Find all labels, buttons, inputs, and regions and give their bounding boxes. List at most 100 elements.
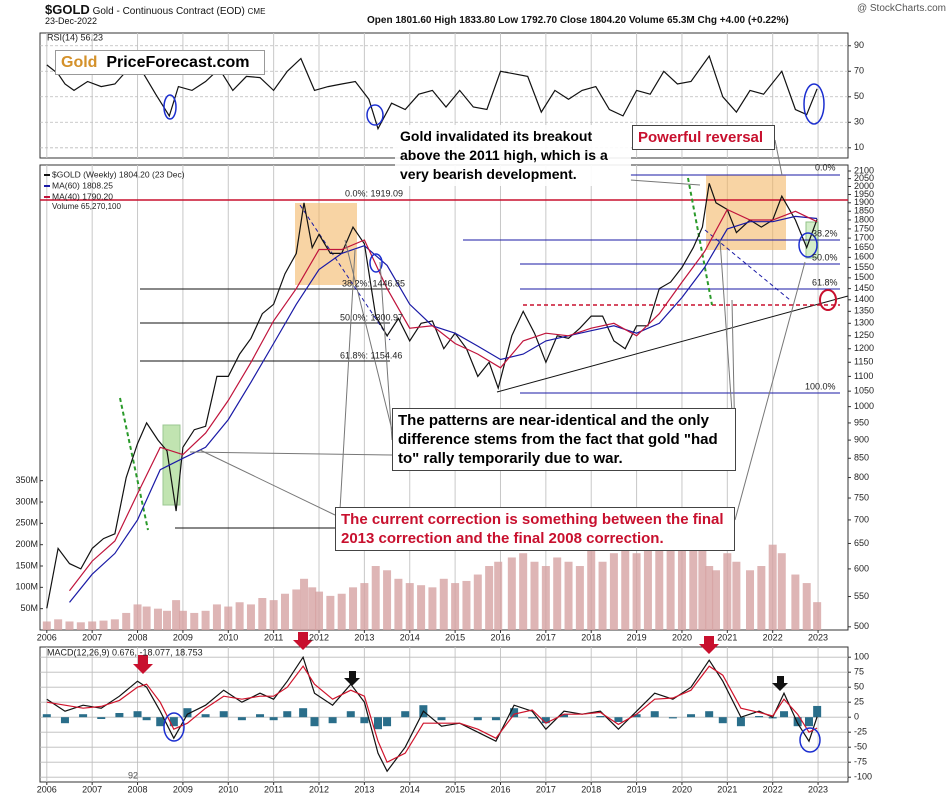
fib-label: 50.0%	[812, 252, 838, 262]
x-tick-label: 2008	[128, 632, 148, 642]
histogram-bar	[491, 717, 500, 721]
volume-tick-label: 350M	[15, 475, 38, 485]
volume-bar	[689, 540, 698, 630]
volume-bar	[813, 602, 822, 630]
volume-bar	[621, 544, 630, 630]
volume-bar	[65, 621, 74, 630]
x-tick-label: 2009	[173, 784, 193, 794]
volume-bar	[163, 610, 172, 630]
y-tick-label: 2000	[854, 181, 874, 191]
histogram-bar	[97, 717, 106, 719]
fib-label: 61.8%	[812, 277, 838, 287]
x-tick-label: 2010	[218, 632, 238, 642]
volume-bar	[564, 561, 573, 630]
volume-bar	[791, 574, 800, 630]
histogram-bar	[437, 717, 446, 721]
histogram-bar	[133, 711, 142, 718]
histogram-bar	[237, 717, 246, 721]
histogram-bar	[383, 717, 392, 727]
volume-bar	[417, 585, 426, 630]
x-tick-label: 2011	[264, 784, 283, 794]
volume-tick-label: 300M	[15, 496, 38, 506]
volume-bar	[76, 622, 85, 630]
y-tick-label: 90	[854, 40, 864, 50]
circle	[369, 253, 383, 273]
series-line	[46, 183, 818, 609]
pattern-2011	[295, 203, 357, 285]
callout	[344, 239, 393, 431]
volume-bar	[88, 621, 97, 630]
volume-bar	[777, 553, 786, 630]
x-tick-label: 2015	[445, 632, 465, 642]
volume-bar	[598, 561, 607, 630]
y-tick-label: 1050	[854, 386, 874, 396]
y-tick-label: 600	[854, 563, 869, 573]
callout	[734, 261, 806, 521]
y-tick-label: 1750	[854, 223, 874, 233]
dashed-line	[299, 204, 391, 341]
dashed-line	[704, 229, 791, 301]
y-tick-label: 100	[854, 652, 869, 662]
histogram-bar	[219, 711, 228, 718]
volume-bar	[711, 570, 720, 630]
annotation: Gold invalidated its breakout above the …	[395, 125, 631, 186]
histogram-bar	[201, 714, 210, 718]
circle	[366, 104, 384, 126]
histogram-bar	[283, 711, 292, 718]
volume-bar	[246, 604, 255, 630]
volume-bar	[280, 593, 289, 630]
histogram-bar	[813, 705, 822, 718]
volume-bar	[315, 591, 324, 630]
volume-bar	[575, 566, 584, 630]
y-tick-label: 1800	[854, 214, 874, 224]
volume-bar	[462, 580, 471, 630]
volume-bar	[349, 587, 358, 630]
histogram-bar	[804, 717, 813, 727]
x-tick-label: 2019	[627, 784, 647, 794]
volume-bar	[122, 612, 131, 630]
x-tick-label: 2021	[717, 784, 737, 794]
volume-bar	[698, 548, 707, 630]
volume-bar	[530, 561, 539, 630]
y-tick-label: 850	[854, 453, 869, 463]
volume-bar	[326, 595, 335, 630]
histogram-bar	[256, 714, 265, 718]
callout	[774, 139, 783, 176]
histogram-bar	[299, 708, 308, 718]
y-tick-label: 50	[854, 91, 864, 101]
volume-bar	[153, 608, 162, 630]
y-tick-label: 75	[854, 667, 864, 677]
y-tick-label: 1000	[854, 401, 874, 411]
circle	[798, 232, 818, 258]
header: $GOLD Gold - Continuous Contract (EOD) C…	[45, 2, 265, 17]
volume-bar	[439, 578, 448, 630]
annotation: The current correction is something betw…	[335, 507, 735, 551]
logo-gold: Gold	[61, 54, 98, 71]
histogram-bar	[60, 717, 69, 724]
arrow	[699, 636, 719, 654]
volume-bar	[42, 621, 51, 630]
y-tick-label: 1150	[854, 357, 873, 367]
volume-bar	[451, 583, 460, 630]
y-tick-label: 25	[854, 697, 864, 707]
histogram-bar	[736, 717, 745, 727]
volume-bar	[224, 606, 233, 630]
volume-bar	[142, 606, 151, 630]
x-tick-label: 2016	[490, 632, 510, 642]
y-tick-label: 1500	[854, 272, 874, 282]
circle	[163, 712, 185, 742]
volume-bar	[655, 536, 664, 630]
y-tick-label: 0	[854, 712, 859, 722]
circle	[803, 83, 825, 125]
y-tick-label: 1900	[854, 197, 874, 207]
y-tick-label: 2050	[854, 173, 874, 183]
volume-bar	[587, 548, 596, 630]
volume-bar	[258, 598, 267, 630]
volume-bar	[666, 544, 675, 630]
volume-bar	[485, 566, 494, 630]
fib-label: 61.8%: 1154.46	[340, 350, 402, 360]
y-tick-label: 500	[854, 621, 869, 631]
volume-bar	[768, 544, 777, 630]
